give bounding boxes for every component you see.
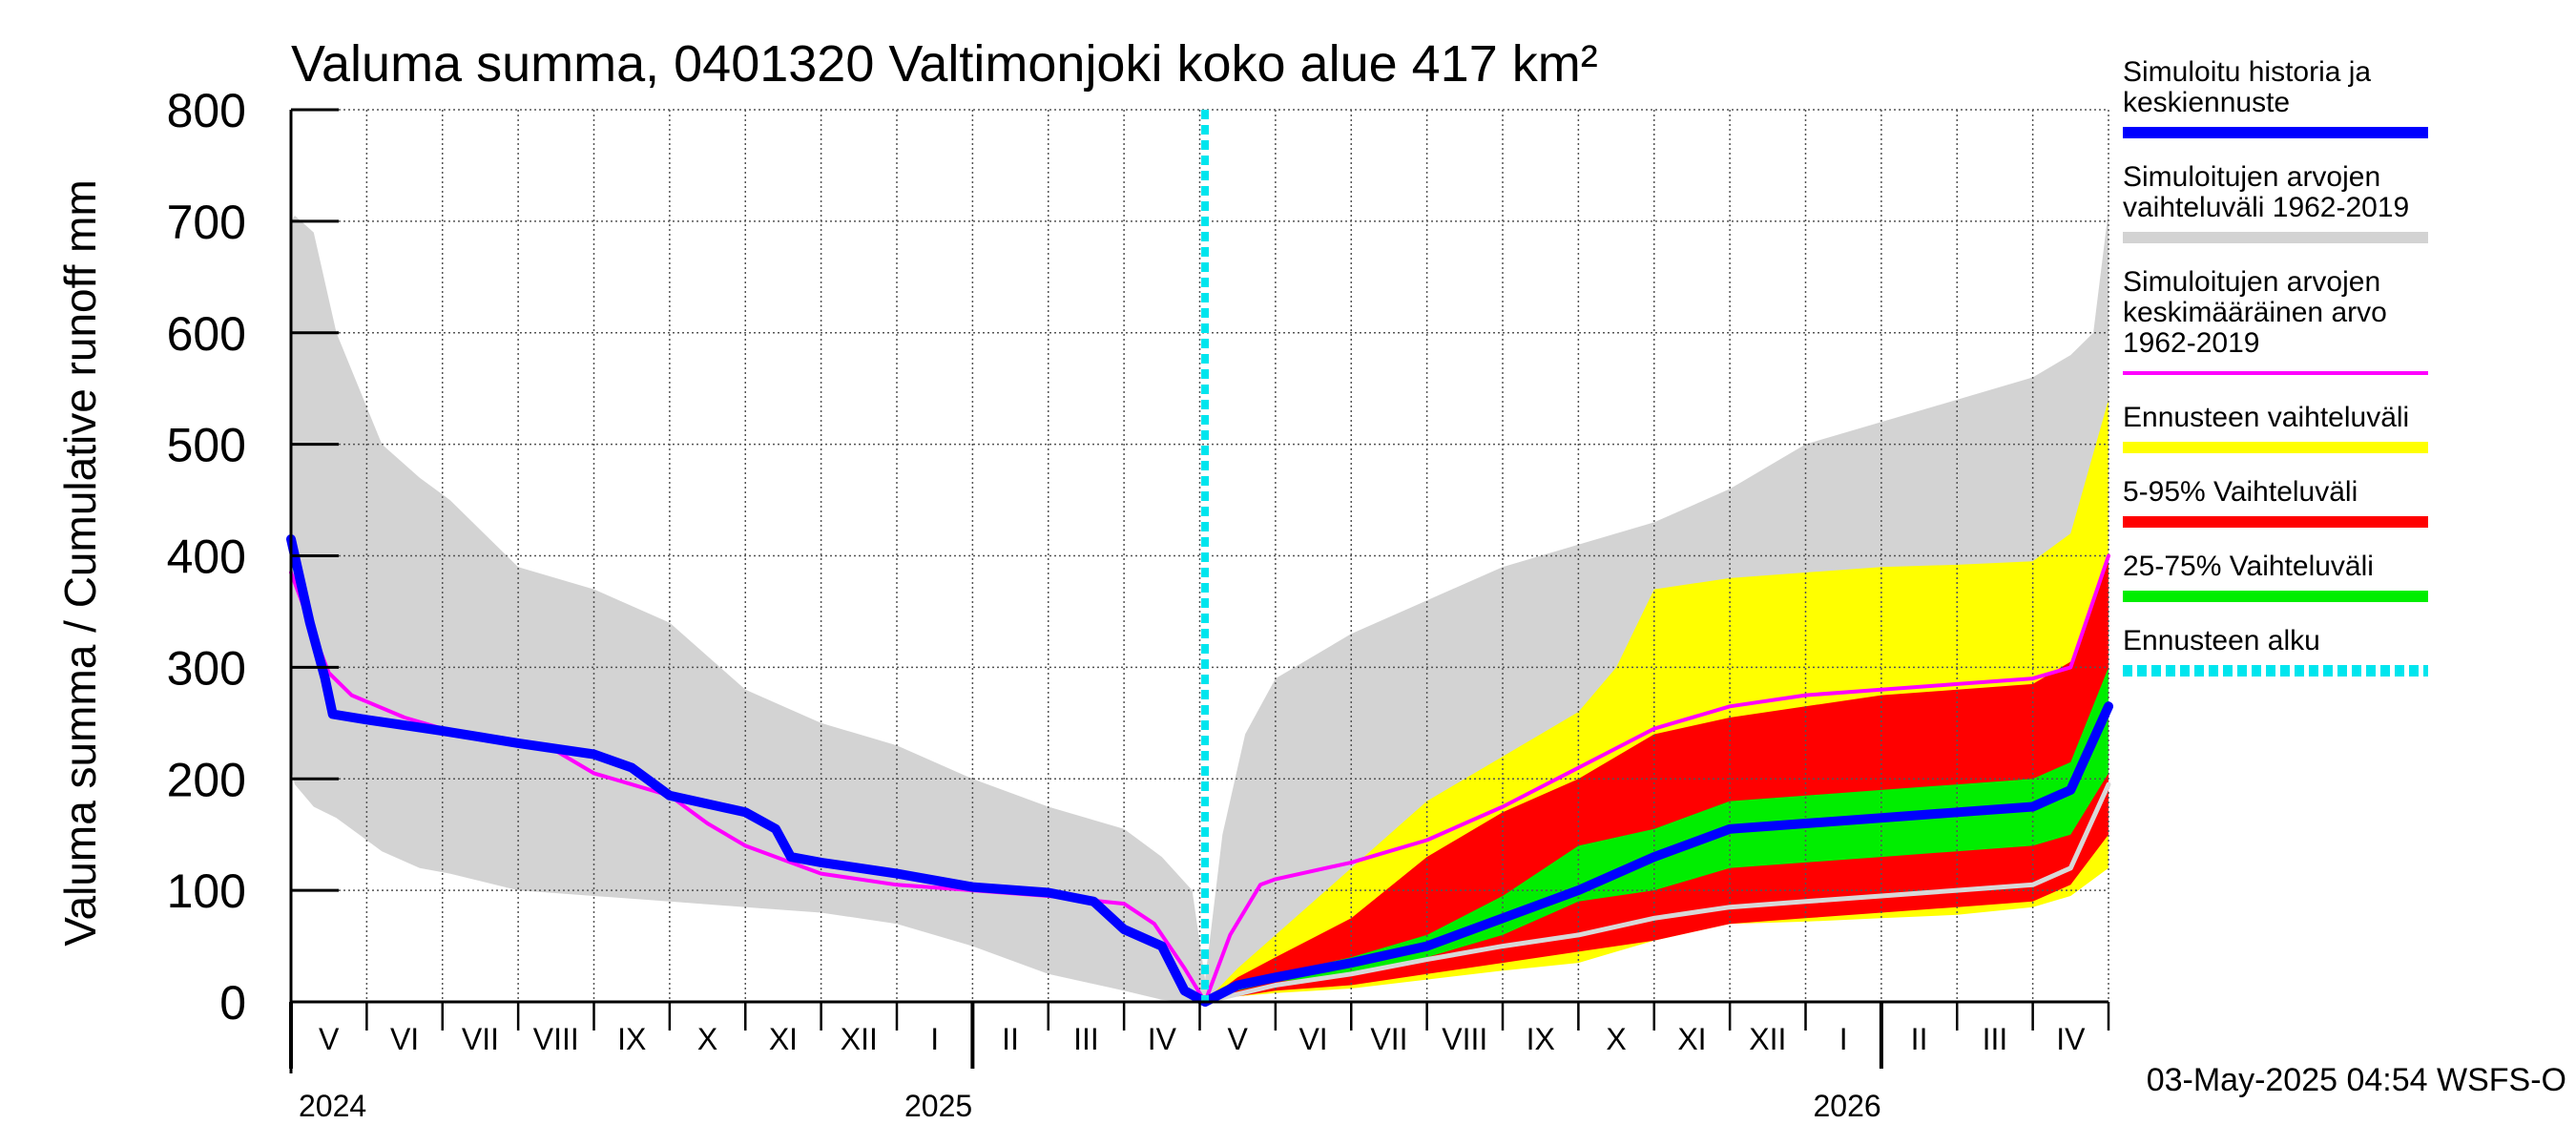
y-tick-label: 0 bbox=[219, 976, 246, 1030]
x-month-label: II bbox=[1911, 1022, 1928, 1056]
x-month-label: XII bbox=[841, 1022, 878, 1056]
x-month-label: XI bbox=[769, 1022, 798, 1056]
series-layer bbox=[286, 109, 2113, 1007]
x-month-label: IV bbox=[1148, 1022, 1177, 1056]
x-month-label: V bbox=[319, 1022, 340, 1056]
x-month-label: IV bbox=[2056, 1022, 2086, 1056]
x-month-label: XII bbox=[1749, 1022, 1786, 1056]
x-year-label: 2025 bbox=[904, 1089, 972, 1123]
x-month-label: II bbox=[1002, 1022, 1019, 1056]
x-month-label: X bbox=[697, 1022, 717, 1056]
legend-label-2: keskimääräinen arvo bbox=[2123, 297, 2387, 328]
y-axis-label: Valuma summa / Cumulative runoff mm bbox=[55, 179, 105, 947]
chart-title: Valuma summa, 0401320 Valtimonjoki koko … bbox=[291, 35, 1598, 93]
x-month-label: X bbox=[1606, 1022, 1626, 1056]
x-month-label: V bbox=[1228, 1022, 1249, 1056]
legend-label-0: keskiennuste bbox=[2123, 87, 2290, 118]
x-year-label: 2024 bbox=[299, 1089, 366, 1123]
y-tick-label: 500 bbox=[167, 419, 246, 472]
y-tick-label: 700 bbox=[167, 196, 246, 249]
legend-label-0: Simuloitu historia ja bbox=[2123, 56, 2371, 88]
band-3 bbox=[1205, 667, 2109, 1002]
x-month-label: VI bbox=[390, 1022, 419, 1056]
legend-label-3: Ennusteen vaihteluväli bbox=[2123, 402, 2409, 433]
y-tick-label: 800 bbox=[167, 84, 246, 137]
y-tick-label: 100 bbox=[167, 864, 246, 918]
x-month-label: VII bbox=[462, 1022, 499, 1056]
x-year-label: 2026 bbox=[1814, 1089, 1881, 1123]
y-tick-label: 600 bbox=[167, 307, 246, 361]
x-month-label: VIII bbox=[1442, 1022, 1487, 1056]
legend-label-2: 1962-2019 bbox=[2123, 327, 2259, 359]
x-month-label: XI bbox=[1677, 1022, 1706, 1056]
series-line-2 bbox=[286, 534, 2113, 1007]
legend-label-4: 5-95% Vaihteluväli bbox=[2123, 476, 2358, 508]
x-month-label: VI bbox=[1298, 1022, 1327, 1056]
x-month-label: III bbox=[1073, 1022, 1099, 1056]
legend-label-1: vaihteluväli 1962-2019 bbox=[2123, 192, 2409, 223]
y-tick-label: 300 bbox=[167, 641, 246, 695]
timestamp: 03-May-2025 04:54 WSFS-O bbox=[2147, 1062, 2566, 1098]
x-month-label: IX bbox=[1527, 1022, 1555, 1056]
series-line-0 bbox=[1202, 781, 2111, 1005]
x-month-label: VII bbox=[1370, 1022, 1407, 1056]
legend-label-6: Ennusteen alku bbox=[2123, 625, 2320, 656]
legend-label-2: Simuloitujen arvojen bbox=[2123, 266, 2380, 298]
y-tick-label: 400 bbox=[167, 531, 246, 584]
x-month-label: I bbox=[930, 1022, 939, 1056]
x-month-label: VIII bbox=[533, 1022, 579, 1056]
x-month-label: III bbox=[1983, 1022, 2008, 1056]
legend-label-1: Simuloitujen arvojen bbox=[2123, 161, 2380, 193]
legend-label-5: 25-75% Vaihteluväli bbox=[2123, 551, 2374, 582]
y-tick-label: 200 bbox=[167, 753, 246, 806]
x-month-label: IX bbox=[617, 1022, 646, 1056]
x-month-label: I bbox=[1839, 1022, 1848, 1056]
